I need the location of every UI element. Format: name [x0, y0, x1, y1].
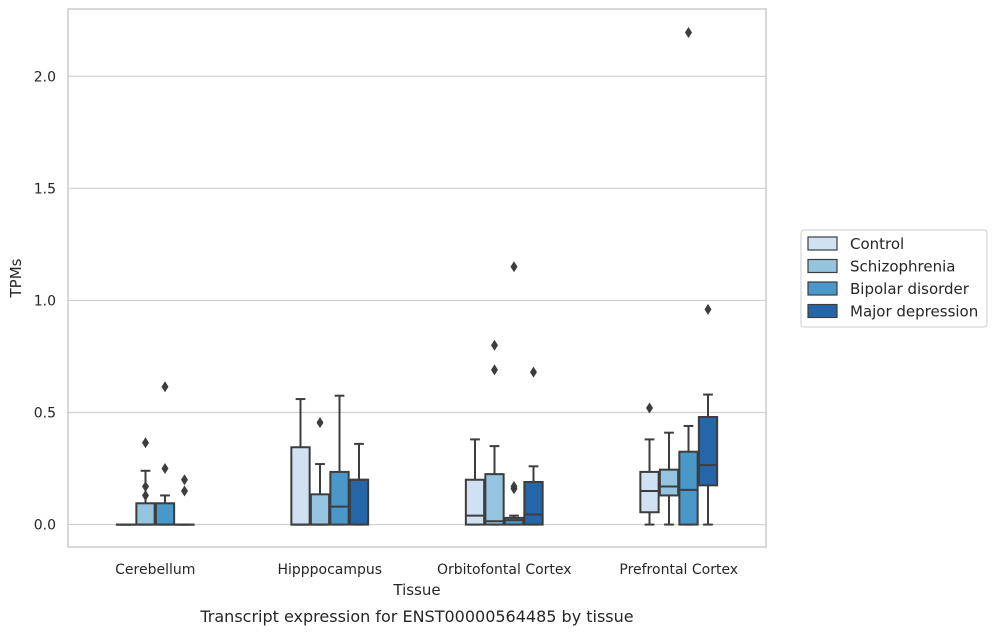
outlier-point	[316, 417, 324, 429]
box-body	[135, 502, 156, 526]
outlier-point	[491, 339, 498, 351]
outlier-point	[685, 27, 692, 39]
box-body	[290, 446, 311, 526]
y-axis-label: TPMs	[7, 258, 25, 298]
box-mark	[503, 261, 525, 526]
x-tick-label: Orbitofontal Cortex	[437, 562, 572, 578]
y-tick-label: 0.5	[34, 406, 56, 422]
box-body	[658, 468, 680, 497]
legend-swatch	[807, 281, 838, 296]
outlier-point	[704, 303, 712, 315]
box-mark	[639, 402, 660, 526]
legend-item: Control	[807, 235, 904, 253]
y-tick-labels: 0.0 0.5 1.0 1.5 2.0	[34, 69, 56, 533]
figure-caption: Transcript expression for ENST0000056448…	[199, 607, 633, 626]
legend-swatch	[807, 303, 838, 319]
box-mark	[464, 438, 486, 526]
legend-label: Schizophrenia	[850, 258, 955, 276]
legend-item: Schizophrenia	[807, 258, 955, 276]
box-mark	[329, 394, 350, 526]
outlier-point	[491, 364, 498, 376]
legend: Control Schizophrenia Bipolar disorder Majo…	[800, 229, 988, 328]
legend-item: Bipolar disorder	[807, 280, 970, 298]
box-mark	[484, 339, 505, 526]
x-tick-label: Prefrontal Cortex	[619, 562, 738, 578]
box-mark	[678, 27, 699, 526]
box-mark	[290, 398, 311, 526]
legend-swatch	[807, 258, 838, 274]
plot-frame	[67, 8, 767, 548]
box-body	[154, 502, 176, 526]
box-body	[678, 450, 699, 526]
box-mark	[697, 303, 719, 526]
box-mark	[658, 431, 680, 526]
box-mark	[348, 442, 370, 526]
legend-items: Control Schizophrenia Bipolar disorder Majo…	[807, 235, 978, 321]
box-mark	[309, 417, 331, 526]
outlier-point	[530, 366, 537, 378]
box-body	[348, 478, 370, 526]
outlier-point	[161, 381, 169, 393]
outlier-point	[510, 480, 518, 492]
y-tick-label: 1.5	[34, 181, 56, 197]
box-body	[484, 473, 505, 526]
legend-frame	[800, 229, 988, 328]
box-body	[464, 478, 486, 526]
outlier-point	[181, 474, 188, 486]
y-tick-label: 2.0	[34, 69, 56, 85]
y-tick-label: 1.0	[34, 293, 56, 309]
box-body	[697, 415, 719, 487]
box-body	[523, 480, 544, 526]
legend-label: Bipolar disorder	[850, 280, 970, 298]
x-tick-label: Hipppocampus	[277, 562, 382, 578]
x-tick-label: Cerebellum	[115, 562, 195, 578]
legend-item: Major depression	[807, 303, 978, 321]
outlier-point	[161, 463, 169, 475]
outlier-point	[181, 485, 188, 497]
outlier-point	[510, 261, 518, 273]
x-axis-label: Tissue	[392, 581, 440, 599]
outlier-point	[646, 402, 653, 414]
box-body	[503, 516, 525, 526]
series-group	[174, 303, 719, 526]
box-mark	[523, 366, 544, 526]
legend-swatch	[807, 236, 838, 251]
series-group	[135, 339, 680, 526]
x-tick-labels: Cerebellum Hipppocampus Orbitofontal Corte…	[115, 562, 738, 578]
box-body	[639, 470, 660, 514]
box-mark	[174, 474, 195, 526]
series-group	[115, 398, 660, 526]
outlier-point	[142, 489, 149, 501]
legend-label: Major depression	[850, 303, 978, 321]
y-tick-label: 0.0	[34, 518, 56, 534]
box-mark	[154, 381, 176, 526]
outlier-point	[142, 437, 149, 449]
box-body	[329, 470, 350, 526]
box-series	[115, 27, 719, 526]
box-body	[309, 493, 331, 526]
outlier-point	[142, 480, 149, 492]
legend-label: Control	[850, 235, 904, 253]
series-group	[154, 27, 699, 526]
box-mark	[135, 437, 156, 526]
